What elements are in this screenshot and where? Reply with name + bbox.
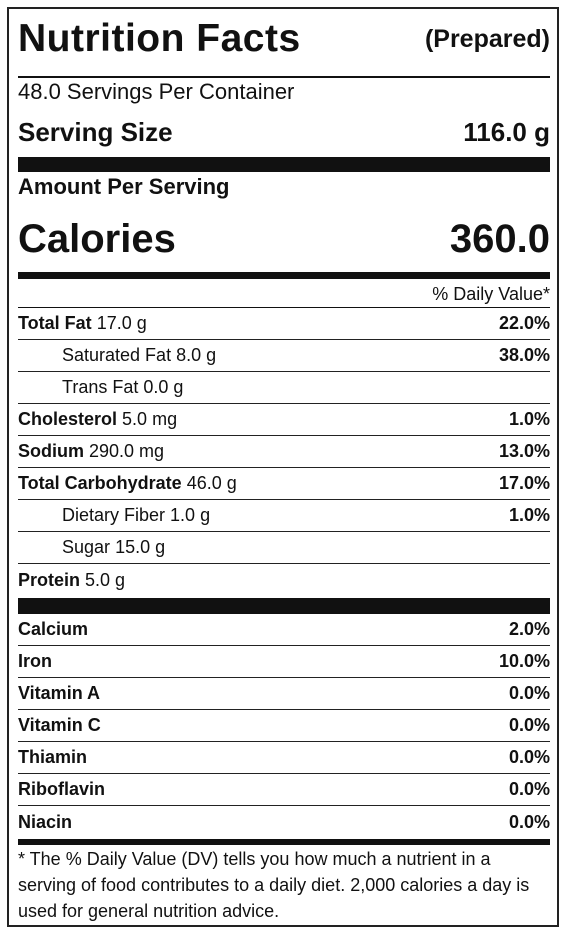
nutrient-dv: 17.0% — [498, 473, 550, 493]
nutrient-name: Sodium — [18, 441, 84, 461]
vitamin-name: Thiamin — [18, 747, 88, 767]
nutrient-row: Saturated Fat 8.0 g 38.0% — [18, 340, 550, 372]
amount-per-serving: Amount Per Serving — [18, 174, 230, 199]
nutrient-name: Total Fat — [18, 313, 92, 333]
vitamin-row: Vitamin C 0.0% — [18, 710, 550, 742]
vitamin-dv: 0.0% — [508, 811, 550, 832]
nutrient-row: Trans Fat 0.0 g — [18, 372, 550, 404]
nutrient-amount: 290.0 mg — [89, 441, 165, 461]
vitamin-dv: 2.0% — [508, 619, 550, 639]
nutrient-row: Sugar 15.0 g — [18, 532, 550, 564]
vitamin-dv: 10.0% — [498, 651, 550, 671]
vitamin-row: Niacin 0.0% — [18, 806, 550, 838]
nutrient-dv: 22.0% — [498, 313, 550, 333]
nutrient-dv: 1.0% — [508, 409, 550, 429]
nutrient-row: Total Fat 17.0 g 22.0% — [18, 308, 550, 340]
serving-size-label: Serving Size — [18, 117, 173, 147]
vitamin-dv: 0.0% — [508, 779, 550, 799]
nutrient-name: Cholesterol — [18, 409, 118, 429]
nutrient-name: Saturated Fat — [62, 345, 172, 365]
vitamin-name: Niacin — [18, 811, 73, 832]
title: Nutrition Facts — [18, 17, 301, 60]
nutrient-amount: 15.0 g — [115, 537, 166, 557]
calories: Calories 360.0 — [18, 217, 550, 262]
nutrient-amount: 17.0 g — [96, 313, 147, 333]
rule — [18, 76, 550, 78]
nutrient-row: Dietary Fiber 1.0 g 1.0% — [18, 500, 550, 532]
vitamin-dv: 0.0% — [508, 747, 550, 767]
nutrient-amount: 0.0 g — [143, 377, 184, 397]
vitamin-row: Riboflavin 0.0% — [18, 774, 550, 806]
nutrient-row: Protein 5.0 g — [18, 564, 550, 596]
vitamin-row: Calcium 2.0% — [18, 614, 550, 646]
calories-value: 360.0 — [449, 217, 550, 261]
vitamin-row: Vitamin A 0.0% — [18, 678, 550, 710]
nutrient-row: Sodium 290.0 mg 13.0% — [18, 436, 550, 468]
nutrient-amount: 5.0 g — [85, 569, 126, 590]
rule — [18, 307, 550, 308]
dv-header: % Daily Value* — [432, 284, 550, 304]
nutrient-name: Trans Fat — [62, 377, 139, 397]
serving-size: Serving Size 116.0 g — [18, 117, 550, 148]
nutrient-name: Sugar — [62, 537, 111, 557]
calories-label: Calories — [18, 217, 176, 261]
label-border — [7, 7, 559, 927]
medium-rule — [18, 839, 550, 845]
nutrient-name: Dietary Fiber — [62, 505, 166, 525]
vitamin-name: Iron — [18, 651, 52, 671]
vitamin-dv: 0.0% — [508, 715, 550, 735]
vitamin-name: Calcium — [18, 619, 89, 639]
footnote: * The % Daily Value (DV) tells you how m… — [18, 849, 530, 921]
nutrient-dv: 38.0% — [498, 345, 550, 365]
servings: 48.0 Servings Per Container — [18, 79, 295, 104]
nutrient-amount: 1.0 g — [170, 505, 211, 525]
vitamin-row: Thiamin 0.0% — [18, 742, 550, 774]
vitamin-name: Riboflavin — [18, 779, 106, 799]
thick-rule — [18, 598, 550, 614]
medium-rule — [18, 272, 550, 279]
vitamin-dv: 0.0% — [508, 683, 550, 703]
nutrient-amount: 46.0 g — [186, 473, 237, 493]
nutrient-dv: 13.0% — [498, 441, 550, 461]
nutrient-name: Protein — [18, 569, 81, 590]
nutrient-amount: 5.0 mg — [122, 409, 178, 429]
serving-size-value: 116.0 g — [463, 117, 550, 147]
thick-rule — [18, 157, 550, 172]
vitamin-row: Iron 10.0% — [18, 646, 550, 678]
nutrient-row: Total Carbohydrate 46.0 g 17.0% — [18, 468, 550, 500]
vitamin-name: Vitamin A — [18, 683, 101, 703]
subtitle: (Prepared) — [424, 25, 550, 53]
vitamin-name: Vitamin C — [18, 715, 101, 735]
nutrient-dv: 1.0% — [508, 505, 550, 525]
nutrient-amount: 8.0 g — [176, 345, 217, 365]
nutrient-name: Total Carbohydrate — [18, 473, 182, 493]
nutrient-row: Cholesterol 5.0 mg 1.0% — [18, 404, 550, 436]
